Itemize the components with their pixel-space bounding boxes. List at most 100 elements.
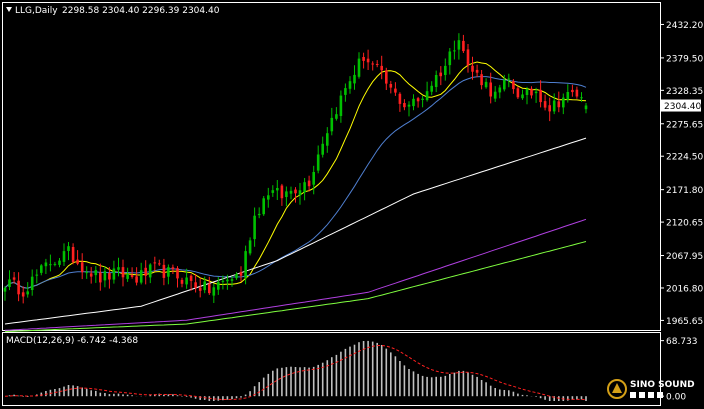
candle: [548, 97, 551, 122]
candle: [507, 73, 511, 88]
candle-body: [416, 98, 420, 102]
candle-body: [312, 172, 315, 185]
candle: [362, 52, 365, 69]
candle-body: [30, 276, 34, 290]
candle: [185, 268, 188, 289]
candle-body: [489, 82, 492, 97]
candle: [276, 180, 279, 200]
candle-body: [530, 88, 533, 96]
candle: [353, 65, 356, 90]
candle-body: [552, 100, 556, 112]
candle-body: [353, 74, 356, 84]
candle-body: [348, 81, 352, 89]
candle-body: [534, 91, 538, 94]
candle-body: [139, 270, 143, 283]
candle: [8, 270, 11, 291]
candle-body: [3, 287, 7, 292]
candle: [117, 257, 120, 277]
candle: [407, 101, 411, 117]
candle: [221, 275, 225, 290]
candle-body: [307, 180, 311, 187]
last-price-tag: [661, 99, 701, 112]
candle: [416, 96, 420, 108]
candle: [580, 92, 583, 102]
candle-body: [212, 287, 216, 296]
candle-body: [580, 97, 583, 99]
candle: [167, 264, 170, 285]
candle-body: [366, 58, 370, 63]
candle: [412, 94, 415, 111]
candle: [516, 86, 520, 99]
candle-body: [326, 133, 329, 146]
candle: [180, 277, 184, 288]
candle: [148, 263, 152, 284]
candle: [40, 264, 43, 276]
candle-body: [99, 272, 102, 283]
candle-body: [235, 274, 238, 279]
candle: [380, 55, 383, 80]
candle-body: [80, 262, 84, 273]
candle-body: [375, 64, 379, 65]
triangle-down-icon[interactable]: [6, 7, 12, 12]
candle: [294, 187, 297, 203]
candle: [58, 258, 61, 268]
price-tick-label: 2016.80: [666, 284, 703, 294]
main-chart-frame: [2, 2, 661, 331]
candle-body: [26, 291, 29, 295]
candle: [471, 56, 474, 80]
candle: [162, 258, 166, 286]
candle: [375, 60, 379, 68]
candle-body: [257, 213, 261, 216]
candle-body: [462, 40, 465, 52]
candle-body: [8, 279, 11, 287]
candle: [503, 74, 506, 92]
candle: [226, 274, 229, 290]
price-tick-label: 2171.80: [666, 186, 703, 196]
candle-body: [512, 81, 515, 90]
candle: [253, 207, 256, 247]
candle: [99, 263, 102, 291]
candle-body: [557, 101, 561, 108]
candle-body: [471, 65, 474, 72]
last-price-label: 2304.40: [664, 102, 701, 112]
candle: [248, 237, 252, 256]
candle: [130, 267, 134, 279]
candle: [566, 84, 570, 103]
candle: [453, 40, 456, 60]
candle-body: [85, 272, 88, 274]
candle: [330, 107, 334, 136]
ma-line-10: [4, 61, 587, 289]
candle: [571, 84, 574, 97]
candle-body: [475, 69, 479, 73]
candle-body: [339, 95, 343, 116]
candle-body: [167, 267, 170, 277]
candle-body: [198, 287, 202, 291]
candle-body: [53, 263, 57, 265]
ma-line-30: [4, 76, 587, 289]
candle: [3, 286, 7, 301]
ma-line-120: [4, 218, 587, 331]
candle-body: [394, 88, 397, 93]
candle: [366, 49, 370, 70]
candle-body: [503, 79, 506, 90]
candle-body: [344, 88, 347, 95]
candle: [448, 48, 452, 75]
candle: [484, 78, 488, 89]
candle-body: [162, 264, 166, 278]
candle: [489, 72, 492, 104]
candle: [80, 253, 84, 280]
candle: [280, 183, 284, 206]
candle: [493, 86, 497, 102]
candle-body: [562, 97, 565, 108]
candle: [430, 81, 433, 96]
candle: [239, 266, 243, 282]
candle: [543, 94, 547, 111]
candle-body: [89, 273, 93, 277]
candle-body: [543, 101, 547, 108]
candle-body: [135, 276, 138, 283]
candle: [76, 250, 79, 266]
candle-body: [507, 78, 511, 80]
candle: [94, 266, 98, 283]
candle: [552, 93, 556, 115]
